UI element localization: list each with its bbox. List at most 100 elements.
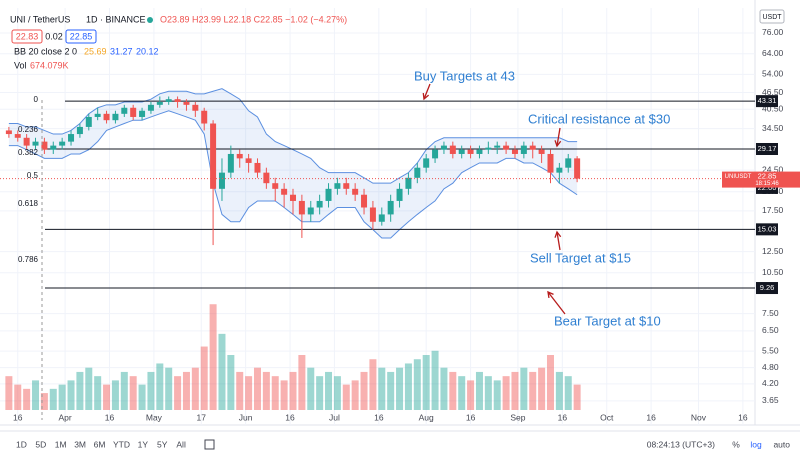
volume-bar — [404, 363, 412, 410]
annotation-arrow — [556, 231, 561, 251]
candle-body — [183, 101, 190, 105]
volume-bar — [209, 304, 217, 410]
candle-body — [298, 200, 305, 215]
volume-bar — [280, 380, 288, 410]
volume-bar — [120, 371, 128, 410]
candle-body — [529, 145, 536, 150]
candle-body — [369, 207, 376, 222]
log-button[interactable]: log — [750, 439, 762, 449]
y-tick-label: 34.50 — [762, 123, 784, 133]
volume-bar — [129, 376, 137, 410]
x-tick-label: 16 — [374, 412, 384, 422]
candle-body — [254, 162, 261, 173]
x-tick-label: Jun — [239, 412, 253, 422]
candle-body — [290, 194, 297, 201]
candle-body — [50, 145, 57, 150]
volume-bar — [245, 376, 253, 410]
volume-bar — [440, 367, 448, 410]
annotation: Sell Target at $15 — [530, 250, 631, 265]
x-tick-label: Oct — [600, 412, 614, 422]
calendar-icon[interactable] — [204, 439, 215, 450]
range-button[interactable]: 1D — [16, 439, 27, 449]
volume-bar — [58, 384, 66, 410]
annotation-arrow — [547, 291, 566, 315]
bb-upper: 31.27 — [110, 46, 133, 56]
volume-bar — [271, 376, 279, 410]
clock: 08:24:13 (UTC+3) — [647, 439, 715, 449]
x-tick-label: Sep — [510, 412, 525, 422]
fib-label: 0.236 — [18, 125, 39, 134]
vol-value: 674.079K — [30, 60, 69, 70]
annotation-arrow — [556, 127, 561, 147]
volume-bar — [147, 371, 155, 410]
volume-bar — [413, 359, 421, 410]
level-label: 15.03 — [758, 224, 777, 233]
candle-body — [361, 194, 368, 208]
volume-bar — [555, 371, 563, 410]
level-label: 9.26 — [760, 283, 775, 292]
range-button[interactable]: 5Y — [157, 439, 168, 449]
volume-bar — [351, 380, 359, 410]
candle-body — [23, 137, 30, 146]
range-button[interactable]: 1Y — [138, 439, 149, 449]
volume-bar — [103, 384, 111, 410]
bid: 22.83 — [16, 31, 39, 41]
volume-bar — [85, 367, 93, 410]
volume-bar — [111, 380, 119, 410]
range-button[interactable]: 5D — [35, 439, 46, 449]
candle-body — [511, 149, 518, 154]
currency-box[interactable] — [759, 9, 785, 24]
candle-body — [325, 188, 332, 201]
candle-body — [94, 113, 101, 117]
candle-body — [520, 145, 527, 154]
candle-body — [378, 214, 385, 222]
candle-body — [68, 134, 75, 142]
x-tick-label: 16 — [646, 412, 656, 422]
volume-bar — [422, 355, 430, 410]
candle-body — [14, 134, 21, 138]
x-tick-label: 16 — [738, 412, 748, 422]
volume-bar — [378, 367, 386, 410]
range-button[interactable]: 3M — [74, 439, 86, 449]
candle-body — [192, 104, 199, 111]
volume-bar — [307, 367, 315, 410]
y-tick-label: 4.20 — [762, 378, 779, 388]
candle-body — [432, 149, 439, 159]
range-button[interactable]: All — [176, 439, 186, 449]
volume-bar — [493, 380, 501, 410]
percent-button[interactable]: % — [732, 439, 740, 449]
candle-body — [316, 200, 323, 208]
volume-bar — [49, 388, 57, 410]
level-label-box — [756, 95, 778, 108]
bb-upper-line — [8, 88, 578, 184]
y-tick-label: 7.50 — [762, 308, 779, 318]
range-button[interactable]: 1M — [55, 439, 67, 449]
volume-bar — [529, 371, 537, 410]
candle-body — [574, 158, 581, 179]
candle-body — [139, 110, 146, 117]
candle-body — [343, 183, 350, 189]
ask-box[interactable] — [65, 29, 97, 44]
last-price-symbol: UNIUSDT — [725, 174, 752, 180]
annotation: Critical resistance at $30 — [528, 111, 670, 126]
y-tick-label: 40.50 — [762, 103, 784, 113]
last-price-label: 22.85 — [758, 172, 777, 181]
level-label-box — [756, 282, 778, 295]
fib-label: 0.5 — [27, 171, 39, 180]
auto-button[interactable]: auto — [773, 439, 790, 449]
volume-bar — [325, 371, 333, 410]
volume-bar — [298, 355, 306, 410]
volume-bar — [253, 367, 261, 410]
range-button[interactable]: 6M — [94, 439, 106, 449]
candle-body — [352, 188, 359, 195]
candle-body — [440, 145, 447, 150]
candle-body — [245, 158, 252, 163]
level-label-box — [756, 223, 778, 236]
volume-bar — [156, 363, 164, 410]
bid-box[interactable] — [11, 29, 43, 44]
candle-body — [121, 107, 128, 114]
candle-body — [449, 145, 456, 154]
range-button[interactable]: YTD — [113, 439, 130, 449]
fib-label: 0.618 — [18, 199, 39, 208]
volume-bar — [458, 376, 466, 410]
